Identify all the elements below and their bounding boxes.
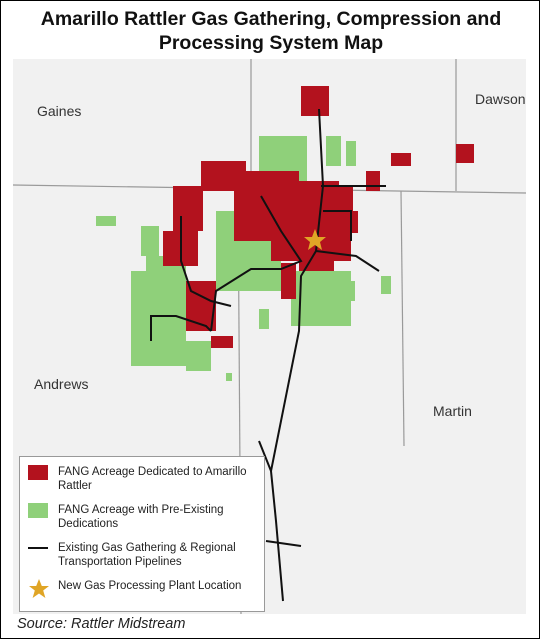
legend-label: Existing Gas Gathering & Regional Transp… <box>58 542 236 568</box>
legend: FANG Acreage Dedicated to Amarillo Rattl… <box>19 456 265 612</box>
pipelines <box>150 108 386 602</box>
source: Source: Rattler Midstream <box>17 616 186 632</box>
green-acreage <box>96 136 391 381</box>
title: Amarillo Rattler Gas Gathering, Compress… <box>40 8 502 54</box>
county-label: Martin <box>433 403 472 419</box>
legend-swatch <box>28 503 48 518</box>
county-label: Dawson <box>475 91 526 107</box>
county-label: Andrews <box>34 376 88 392</box>
legend-label: FANG Acreage Dedicated to Amarillo Rattl… <box>58 466 247 492</box>
legend-swatch <box>28 465 48 480</box>
legend-label: FANG Acreage with Pre-Existing Dedicatio… <box>58 504 224 530</box>
legend-swatch <box>28 547 48 549</box>
county-label: Gaines <box>37 103 81 119</box>
plant-star <box>304 229 326 250</box>
legend-label: New Gas Processing Plant Location <box>58 580 242 592</box>
legend-swatch <box>29 579 49 598</box>
red-acreage <box>163 86 474 348</box>
